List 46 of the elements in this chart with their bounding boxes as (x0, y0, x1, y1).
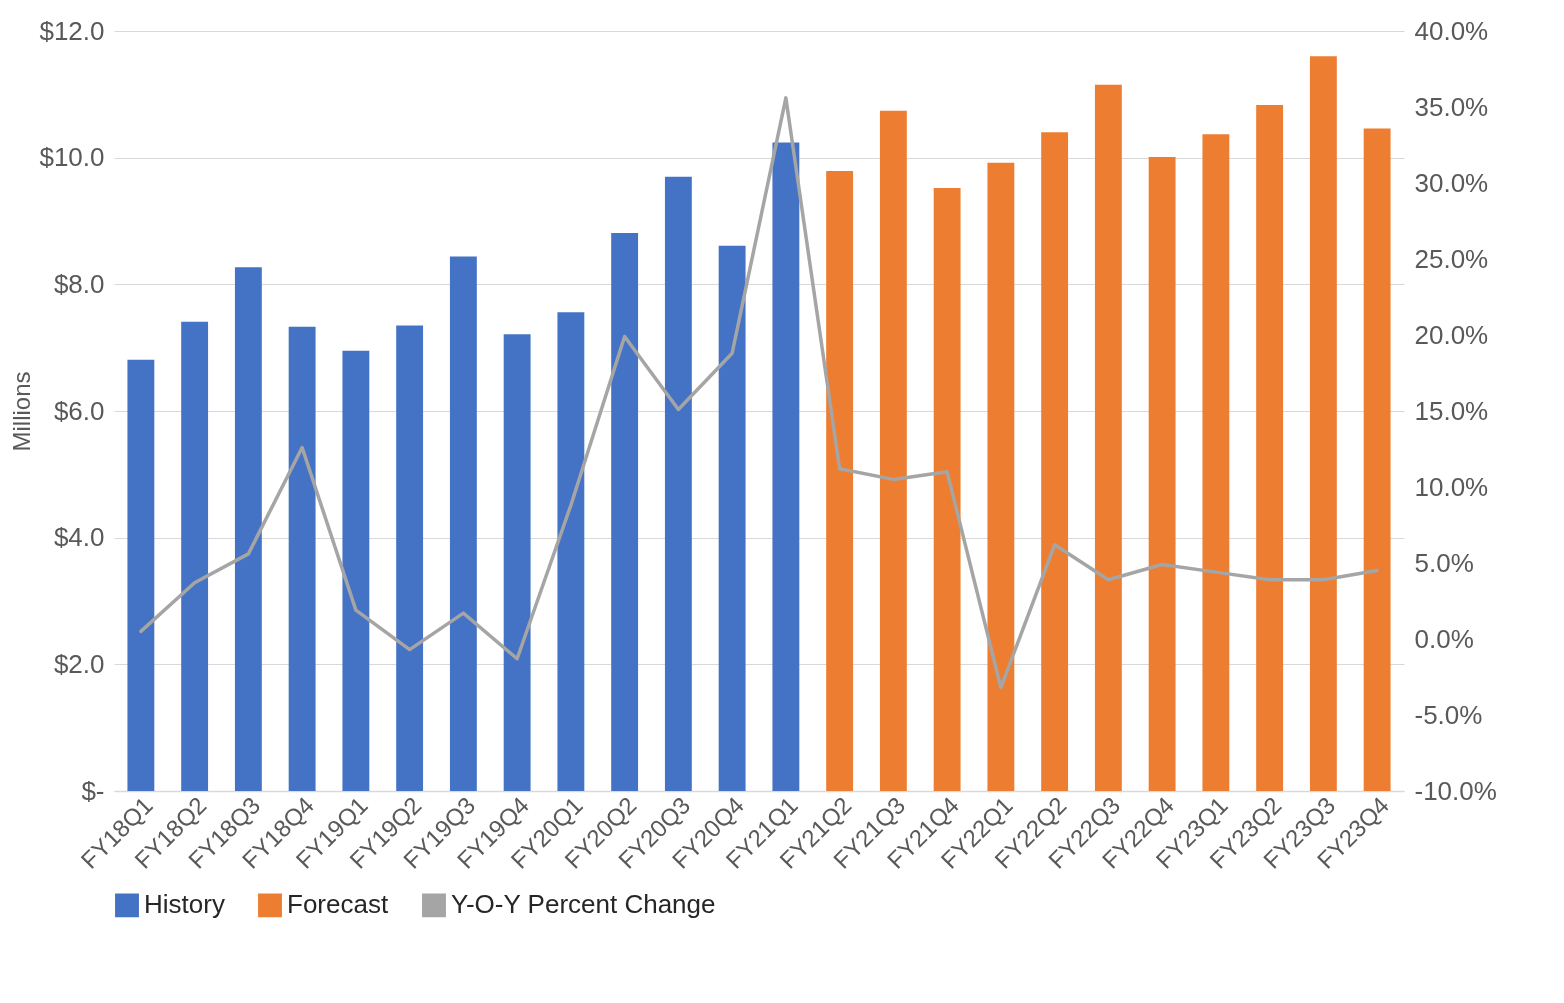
bar (1041, 132, 1069, 791)
legend-label: Y-O-Y Percent Change (451, 889, 716, 920)
bar (288, 326, 316, 791)
y2-tick-label: 0.0% (1414, 623, 1474, 654)
y2-tick-label: 10.0% (1414, 471, 1489, 502)
y-tick-label: $8.0 (53, 268, 105, 299)
bar (1363, 128, 1391, 791)
bar (234, 267, 262, 791)
y2-tick-label: 15.0% (1414, 395, 1489, 426)
bar (611, 233, 639, 791)
y2-tick-label: 30.0% (1414, 167, 1489, 198)
y2-tick-label: 25.0% (1414, 243, 1489, 274)
bar (503, 334, 531, 791)
bar (987, 162, 1015, 791)
y-tick-label: $4.0 (53, 522, 105, 553)
y2-tick-label: 35.0% (1414, 91, 1489, 122)
y2-tick-label: 40.0% (1414, 15, 1489, 46)
legend-label: Forecast (287, 889, 389, 920)
bar (933, 188, 961, 791)
bar (1202, 134, 1230, 791)
bar (826, 170, 854, 791)
bar (879, 110, 907, 791)
y-tick-label: $12.0 (39, 15, 105, 46)
y2-tick-label: 20.0% (1414, 319, 1489, 350)
y-tick-label: $2.0 (53, 648, 105, 679)
y2-tick-label: -10.0% (1414, 775, 1497, 806)
bar (1309, 56, 1337, 791)
bar (718, 245, 746, 791)
bar (127, 359, 155, 791)
bar (1094, 84, 1122, 791)
y2-tick-label: -5.0% (1414, 699, 1483, 730)
bar (342, 350, 370, 791)
legend-label: History (144, 889, 225, 920)
bar (557, 312, 585, 791)
bar (664, 176, 692, 791)
bar (1148, 157, 1176, 791)
y-axis-title: Millions (8, 371, 36, 452)
bar (449, 256, 477, 791)
y-tick-label: $6.0 (53, 395, 105, 426)
bar (1256, 105, 1284, 791)
bar (181, 321, 209, 791)
y2-tick-label: 5.0% (1414, 547, 1474, 578)
bar (396, 325, 424, 791)
y-tick-label: $10.0 (39, 142, 105, 173)
bar (772, 142, 800, 791)
line-series (139, 96, 1379, 690)
